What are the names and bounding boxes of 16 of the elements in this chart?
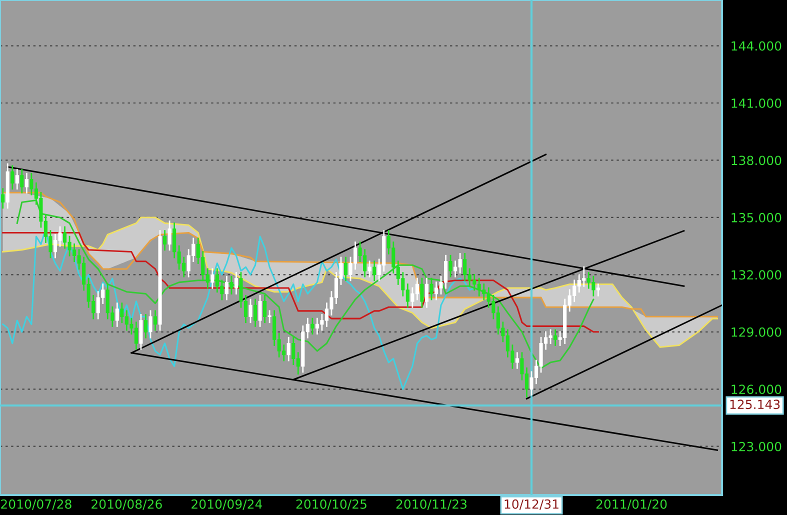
y-tick-label: 141.000 — [732, 98, 782, 108]
x-tick-label: 2010/09/24 — [192, 499, 262, 510]
ref-line-label: 125.143 — [730, 400, 780, 410]
y-tick-label: 144.000 — [732, 41, 782, 51]
y-tick-label: 129.000 — [732, 327, 782, 337]
y-tick-label: 123.000 — [732, 442, 782, 452]
y-tick-label: 138.000 — [732, 156, 782, 166]
x-tick-label: 2011/01/20 — [596, 499, 667, 510]
y-tick-label: 135.000 — [732, 212, 782, 222]
y-tick-label: 132.000 — [732, 270, 782, 280]
y-tick-label: 126.000 — [732, 384, 782, 394]
x-tick-label: 2010/07/28 — [1, 499, 72, 510]
x-tick-label: 10/12/31 — [504, 499, 558, 510]
x-tick-label: 2010/11/23 — [396, 499, 467, 510]
x-tick-label: 2010/10/25 — [296, 499, 366, 510]
x-tick-label: 2010/08/26 — [92, 499, 162, 510]
